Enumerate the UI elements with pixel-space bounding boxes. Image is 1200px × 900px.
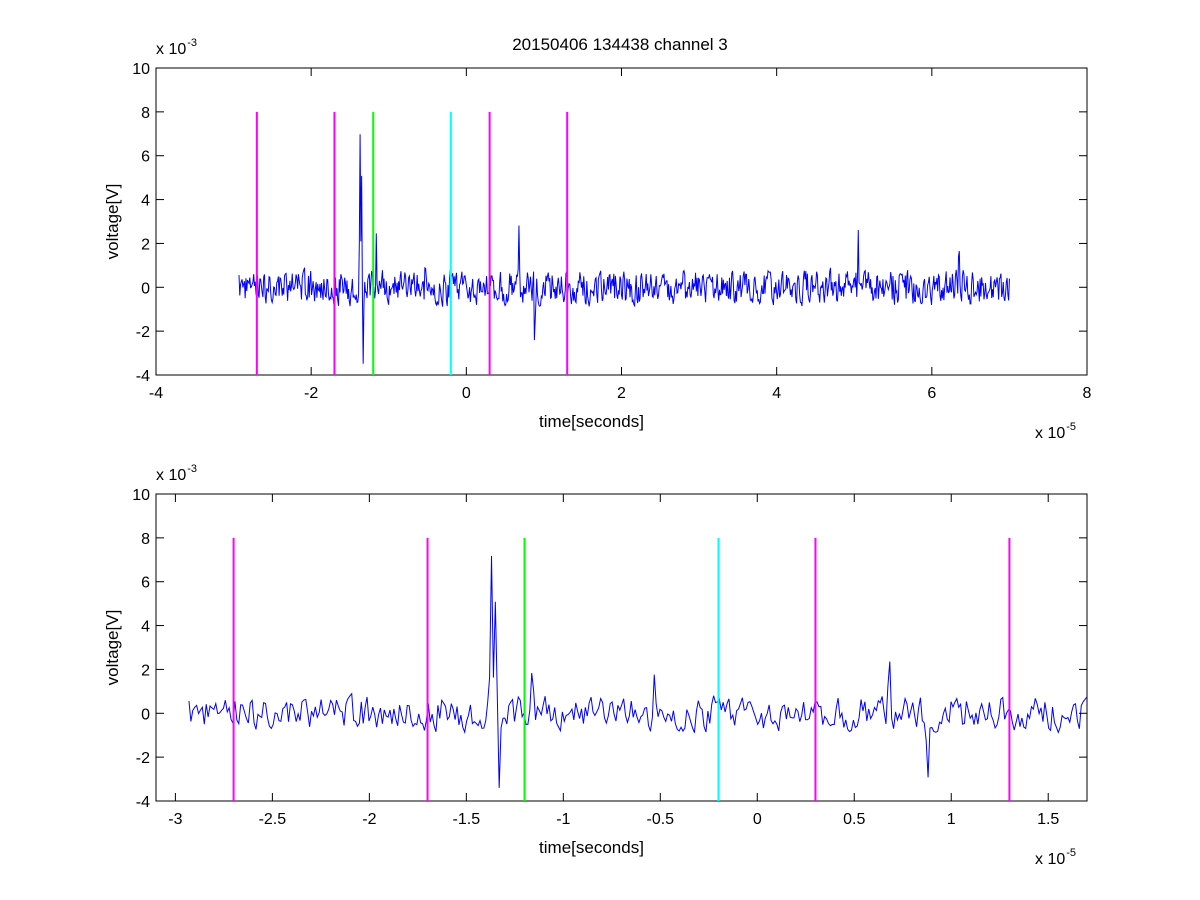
y-tick-label: -4 xyxy=(136,368,150,385)
x-tick-label: -1 xyxy=(556,811,570,828)
x-tick-label: 1 xyxy=(947,811,956,828)
x-tick-label: -2 xyxy=(304,385,318,402)
x-tick-label: 0 xyxy=(753,811,762,828)
x-axis-label: time[seconds] xyxy=(539,412,644,431)
y-tick-label: 8 xyxy=(141,531,150,548)
x-tick-label: -4 xyxy=(149,385,163,402)
x-axis-label: time[seconds] xyxy=(539,838,644,857)
x-tick-label: -2 xyxy=(362,811,376,828)
x-tick-label: -3 xyxy=(168,811,182,828)
y-tick-label: -2 xyxy=(136,324,150,341)
y-tick-label: 2 xyxy=(141,236,150,253)
x-tick-label: 4 xyxy=(772,385,781,402)
bottom-subplot: -3 -2.5 -2 -1.5 -1 -0.5 0 0.5 1 1.5 -4 -2 0 2 4 6 8 10 tim… xyxy=(103,463,1088,868)
axes-frame xyxy=(155,493,1088,802)
x-tick-label: 0.5 xyxy=(843,811,865,828)
y-tick-label: 10 xyxy=(132,61,150,78)
axes-frame xyxy=(155,67,1088,376)
x-tick-label: 1.5 xyxy=(1037,811,1059,828)
x-exponent-label: x 10-5 xyxy=(1035,421,1076,442)
y-tick-label: 2 xyxy=(141,662,150,679)
y-tick-label: -2 xyxy=(136,750,150,767)
y-tick-label: -4 xyxy=(136,794,150,811)
voltage-series-line xyxy=(188,555,1087,788)
x-tick-label: 6 xyxy=(927,385,936,402)
voltage-series-line xyxy=(238,134,1010,364)
y-tick-label: 8 xyxy=(141,105,150,122)
x-tick-label: 2 xyxy=(617,385,626,402)
x-tick-label: 8 xyxy=(1083,385,1092,402)
x-tick-label: -0.5 xyxy=(647,811,675,828)
x-tick-label: 0 xyxy=(462,385,471,402)
x-exponent-label: x 10-5 xyxy=(1035,847,1076,868)
y-tick-label: 0 xyxy=(141,706,150,723)
y-axis-label: voltage[V] xyxy=(103,184,122,260)
x-tick-label: -1.5 xyxy=(453,811,481,828)
top-subplot: -4 -2 0 2 4 6 8 -4 -2 0 2 4 6 8 10 time[seconds] voltage… xyxy=(103,37,1092,442)
y-exponent-label: x 10-3 xyxy=(156,37,197,58)
y-exponent-label: x 10-3 xyxy=(156,463,197,484)
y-axis-label: voltage[V] xyxy=(103,610,122,686)
y-tick-label: 0 xyxy=(141,280,150,297)
figure-title: 20150406 134438 channel 3 xyxy=(512,35,728,54)
x-tick-label: -2.5 xyxy=(259,811,287,828)
y-tick-label: 6 xyxy=(141,149,150,166)
y-tick-label: 4 xyxy=(141,193,150,210)
y-tick-label: 10 xyxy=(132,487,150,504)
y-tick-label: 4 xyxy=(141,619,150,636)
y-tick-label: 6 xyxy=(141,575,150,592)
